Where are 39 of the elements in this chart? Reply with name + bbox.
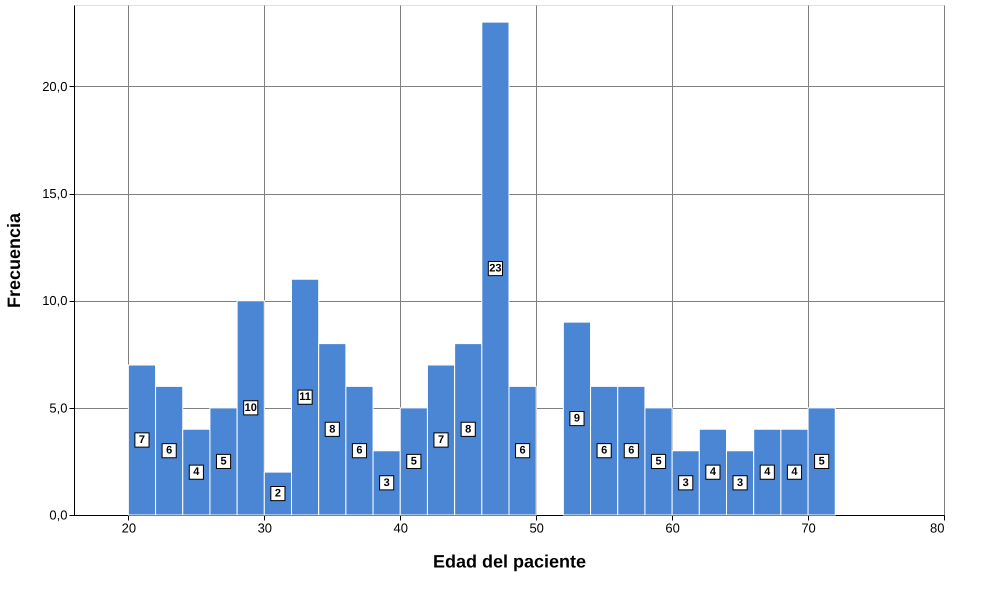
data-label: 6	[601, 444, 608, 457]
x-tick-label: 70	[801, 520, 816, 536]
data-label: 23	[489, 262, 502, 275]
data-label: 11	[299, 391, 311, 404]
data-label: 8	[329, 423, 336, 436]
x-tick-label: 20	[122, 520, 136, 536]
data-label: 10	[244, 402, 257, 414]
data-label: 5	[220, 455, 227, 468]
x-axis-title: Edad del paciente	[432, 552, 586, 572]
data-label: 3	[384, 476, 390, 489]
y-axis-title: Frecuencia	[4, 212, 24, 308]
data-label: 6	[628, 444, 634, 457]
data-label: 7	[138, 434, 146, 446]
data-label: 5	[410, 455, 417, 468]
y-tick-label: 0,0	[49, 508, 68, 522]
data-label: 4	[710, 466, 717, 478]
data-label: 3	[737, 476, 744, 489]
data-label: 7	[438, 434, 444, 446]
data-label: 9	[574, 412, 580, 425]
data-label: 6	[166, 444, 172, 457]
data-label: 8	[465, 423, 472, 436]
x-tick-label: 30	[258, 520, 272, 536]
x-tick-label: 50	[529, 520, 544, 536]
x-tick-label: 80	[930, 520, 944, 536]
data-label: 5	[655, 455, 662, 468]
data-label: 5	[818, 455, 825, 468]
y-tick-label: 20,0	[42, 78, 68, 94]
data-label: 6	[520, 444, 526, 457]
data-label: 4	[764, 466, 772, 478]
y-tick-label: 15,0	[42, 186, 68, 202]
y-tick-label: 10,0	[42, 293, 68, 308]
x-tick-label: 40	[394, 520, 408, 536]
data-label: 4	[791, 466, 798, 478]
data-label: 6	[356, 444, 363, 457]
data-label: 3	[682, 476, 689, 489]
data-label: 2	[274, 488, 281, 500]
y-tick-label: 5,0	[49, 400, 68, 416]
x-tick-label: 60	[665, 520, 680, 536]
data-label: 4	[193, 466, 200, 478]
